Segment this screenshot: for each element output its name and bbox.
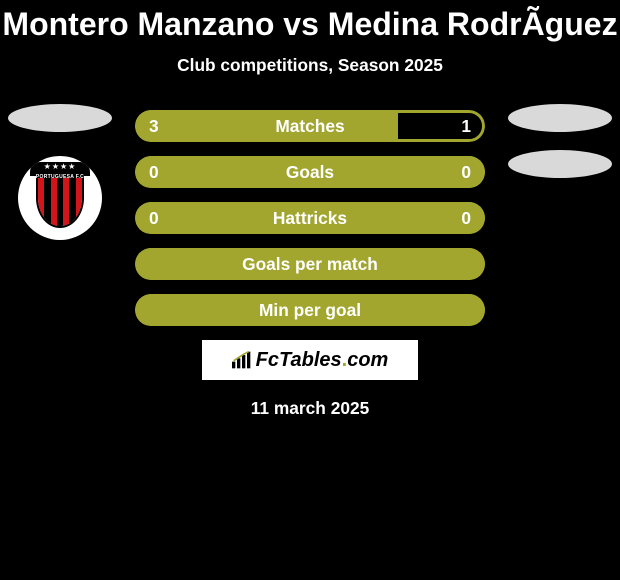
bar-value-left: 3 [135, 110, 173, 142]
bar-label: Hattricks [135, 202, 485, 234]
player-left-oval [8, 104, 112, 132]
stat-bars: Matches31Goals00Hattricks00Goals per mat… [135, 110, 485, 326]
bar-value-right: 0 [447, 202, 485, 234]
right-player-column [500, 110, 620, 202]
branding-box: FcTables.com [202, 340, 418, 380]
page-subtitle: Club competitions, Season 2025 [0, 55, 620, 76]
stat-bar: Goals per match [135, 248, 485, 280]
stat-bar: Goals0 0 [135, 156, 485, 188]
badge-shield [36, 176, 84, 228]
comparison-content: ★★★★ PORTUGUESA F.C Matches31Goals00Hatt… [0, 110, 620, 419]
bar-value-right: 1 [447, 110, 485, 142]
stat-bar: Min per goal [135, 294, 485, 326]
bar-label: Goals per match [135, 248, 485, 280]
branding-text: FcTables.com [256, 349, 389, 372]
bars-icon [232, 351, 252, 369]
badge-stars: ★★★★ [18, 162, 102, 171]
player-right-oval-2 [508, 150, 612, 178]
left-player-column: ★★★★ PORTUGUESA F.C [0, 110, 120, 240]
club-badge-left: ★★★★ PORTUGUESA F.C [18, 156, 102, 240]
date-label: 11 march 2025 [0, 398, 620, 419]
bar-label: Goals [135, 156, 485, 188]
bar-label: Min per goal [135, 294, 485, 326]
bar-label: Matches [135, 110, 485, 142]
bar-value-left: 0 [135, 202, 173, 234]
stat-bar: Hattricks0 0 [135, 202, 485, 234]
bar-value-left: 0 [135, 156, 173, 188]
badge-text: PORTUGUESA F.C [18, 174, 102, 180]
badge-stripe [76, 178, 82, 226]
page-title: Montero Manzano vs Medina RodrÃ­guez [0, 0, 620, 43]
player-right-oval-1 [508, 104, 612, 132]
stat-bar: Matches3 1 [135, 110, 485, 142]
bar-value-right: 0 [447, 156, 485, 188]
